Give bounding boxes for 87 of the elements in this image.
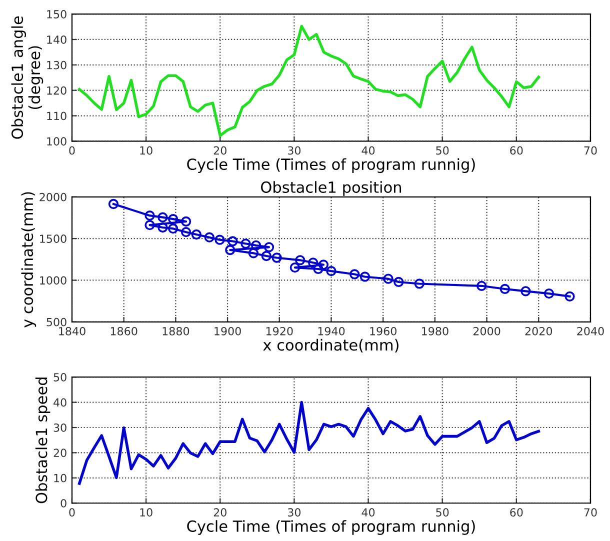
point xyxy=(476,280,487,291)
x-tick-label: 40 xyxy=(362,146,375,155)
point xyxy=(520,286,531,296)
point xyxy=(500,284,510,294)
point xyxy=(544,288,554,299)
x-tick-label: 70 xyxy=(584,146,597,155)
point xyxy=(394,276,404,288)
y-axis-title: Obstacle1 speed xyxy=(35,378,50,504)
point xyxy=(250,240,262,250)
x-axis-title: x coordinate(mm) xyxy=(263,338,398,353)
line-series xyxy=(78,24,540,137)
point xyxy=(248,248,259,258)
x-tick-label: 1980 xyxy=(422,326,448,336)
x-tick-label: 60 xyxy=(510,508,523,517)
y-tick-label: 10 xyxy=(54,474,66,482)
y-tick-label: 1500 xyxy=(40,234,66,243)
point xyxy=(158,222,168,233)
x-tick-label: 40 xyxy=(362,508,375,517)
x-tick-label: 0 xyxy=(69,146,75,155)
y-tick-label: 110 xyxy=(47,112,66,120)
x-tick-label: 50 xyxy=(436,146,449,155)
x-tick-label: 1860 xyxy=(110,326,138,336)
x-tick-label: 50 xyxy=(436,508,449,517)
x-tick-label: 10 xyxy=(140,508,152,517)
y-tick-label: 1000 xyxy=(40,276,66,285)
y-tick-label: 100 xyxy=(47,137,66,146)
point xyxy=(326,266,336,276)
x-tick-label: 20 xyxy=(214,146,226,155)
x-tick-label: 60 xyxy=(510,146,523,155)
x-axis-title: Cycle Time (Times of program runnig) xyxy=(187,158,475,173)
point xyxy=(180,216,192,227)
point xyxy=(240,238,251,249)
line-series xyxy=(78,400,540,485)
point xyxy=(272,252,282,263)
y-axis-title: Obstacle1 angle (degree) xyxy=(11,16,44,139)
point xyxy=(383,274,394,284)
x-tick-label: 70 xyxy=(584,508,597,517)
x-tick-label: 1900 xyxy=(214,326,241,336)
point xyxy=(191,229,202,240)
x-axis-title: Cycle Time (Times of program runnig) xyxy=(187,520,475,535)
point xyxy=(318,260,329,270)
y-tick-label: 120 xyxy=(47,86,66,95)
x-tick-label: 20 xyxy=(214,508,226,517)
point xyxy=(264,242,274,252)
x-tick-label: 0 xyxy=(69,508,75,517)
y-tick-label: 130 xyxy=(47,60,66,70)
y-axis-title: y coordinate(mm) xyxy=(21,192,36,328)
point xyxy=(214,234,225,245)
point xyxy=(108,198,119,210)
point xyxy=(144,210,155,221)
x-tick-label: 2040 xyxy=(577,326,604,336)
point xyxy=(349,269,360,280)
x-tick-label: 1960 xyxy=(370,326,396,336)
point xyxy=(158,212,168,222)
y-tick-label: 150 xyxy=(47,10,66,18)
y-tick-label: 140 xyxy=(47,35,66,44)
point xyxy=(290,262,300,273)
point xyxy=(308,258,318,268)
y-tick-label: 500 xyxy=(46,318,66,326)
y-tick-label: 0 xyxy=(60,499,66,508)
point xyxy=(564,291,575,302)
x-tick-label: 2000 xyxy=(473,326,500,336)
y-tick-label: 20 xyxy=(54,448,66,458)
x-tick-label: 10 xyxy=(140,146,152,155)
point xyxy=(180,227,192,238)
x-tick-label: 1940 xyxy=(318,326,345,336)
x-tick-label: 30 xyxy=(288,508,301,517)
chart-title: Obstacle1 position xyxy=(261,181,402,196)
x-tick-label: 1840 xyxy=(59,326,86,336)
point xyxy=(168,214,178,224)
x-tick-label: 1920 xyxy=(266,326,293,336)
point xyxy=(414,278,424,289)
y-tick-label: 50 xyxy=(54,373,66,382)
y-tick-label: 30 xyxy=(54,423,66,432)
x-tick-label: 30 xyxy=(288,146,301,155)
point xyxy=(295,255,306,266)
x-tick-label: 2020 xyxy=(525,326,552,336)
x-tick-label: 1880 xyxy=(162,326,190,336)
y-tick-label: 2000 xyxy=(40,192,66,202)
point xyxy=(225,244,236,256)
point xyxy=(228,236,238,246)
point xyxy=(144,220,155,230)
y-tick-label: 40 xyxy=(54,398,66,407)
point xyxy=(204,232,214,242)
point xyxy=(261,250,272,262)
point xyxy=(360,272,370,282)
point xyxy=(168,224,178,234)
